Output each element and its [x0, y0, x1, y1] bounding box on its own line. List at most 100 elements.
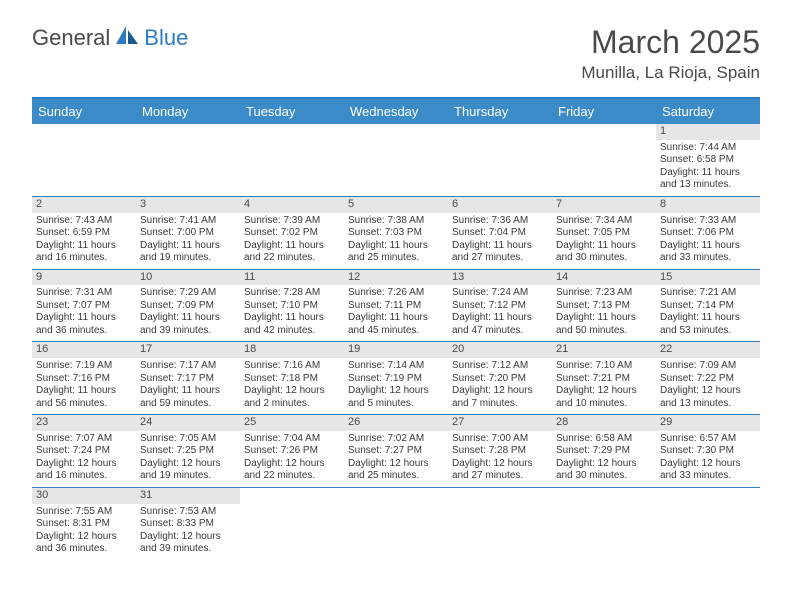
sunrise-text: Sunrise: 7:53 AM: [140, 506, 236, 519]
daylight-text: Daylight: 11 hours and 25 minutes.: [348, 240, 444, 265]
week-row: 23Sunrise: 7:07 AMSunset: 7:24 PMDayligh…: [32, 415, 760, 488]
daylight-text: Daylight: 11 hours and 27 minutes.: [452, 240, 548, 265]
day-header-sun: Sunday: [32, 99, 136, 124]
day-number: 12: [344, 270, 448, 286]
day-number: 28: [552, 415, 656, 431]
day-cell: 14Sunrise: 7:23 AMSunset: 7:13 PMDayligh…: [552, 270, 656, 342]
day-cell: 16Sunrise: 7:19 AMSunset: 7:16 PMDayligh…: [32, 342, 136, 414]
daylight-text: Daylight: 12 hours and 39 minutes.: [140, 531, 236, 556]
day-cell: 31 Sunrise: 7:53 AMSunset: 8:33 PMDayligh…: [136, 488, 240, 560]
sunrise-text: Sunrise: 7:55 AM: [36, 506, 132, 519]
sunset-text: Sunset: 7:29 PM: [556, 445, 652, 458]
day-number: 24: [136, 415, 240, 431]
daylight-text: Daylight: 11 hours and 16 minutes.: [36, 240, 132, 265]
sunset-text: Sunset: 7:03 PM: [348, 227, 444, 240]
day-cell: 13Sunrise: 7:24 AMSunset: 7:12 PMDayligh…: [448, 270, 552, 342]
sunset-text: Sunset: 7:17 PM: [140, 373, 236, 386]
day-cell: 24Sunrise: 7:05 AMSunset: 7:25 PMDayligh…: [136, 415, 240, 487]
sunrise-text: Sunrise: 7:09 AM: [660, 360, 756, 373]
daylight-text: Daylight: 11 hours and 45 minutes.: [348, 312, 444, 337]
sunset-text: Sunset: 7:05 PM: [556, 227, 652, 240]
daylight-text: Daylight: 12 hours and 5 minutes.: [348, 385, 444, 410]
day-cell: 18Sunrise: 7:16 AMSunset: 7:18 PMDayligh…: [240, 342, 344, 414]
day-cell: 12Sunrise: 7:26 AMSunset: 7:11 PMDayligh…: [344, 270, 448, 342]
day-cell-empty: [552, 488, 656, 560]
day-cell: 3Sunrise: 7:41 AMSunset: 7:00 PMDaylight…: [136, 197, 240, 269]
daylight-text: Daylight: 11 hours and 59 minutes.: [140, 385, 236, 410]
day-header-sat: Saturday: [656, 99, 760, 124]
day-cell: 11Sunrise: 7:28 AMSunset: 7:10 PMDayligh…: [240, 270, 344, 342]
day-header-tue: Tuesday: [240, 99, 344, 124]
sunset-text: Sunset: 7:10 PM: [244, 300, 340, 313]
day-number: 17: [136, 342, 240, 358]
sunrise-text: Sunrise: 7:23 AM: [556, 287, 652, 300]
title-block: March 2025 Munilla, La Rioja, Spain: [581, 24, 760, 83]
daylight-text: Daylight: 11 hours and 36 minutes.: [36, 312, 132, 337]
logo-text-general: General: [32, 25, 110, 51]
sunset-text: Sunset: 7:28 PM: [452, 445, 548, 458]
day-cell: 4Sunrise: 7:39 AMSunset: 7:02 PMDaylight…: [240, 197, 344, 269]
day-number: 31: [136, 488, 240, 504]
day-cell: 27Sunrise: 7:00 AMSunset: 7:28 PMDayligh…: [448, 415, 552, 487]
daylight-text: Daylight: 11 hours and 50 minutes.: [556, 312, 652, 337]
day-number: 21: [552, 342, 656, 358]
sunset-text: Sunset: 8:33 PM: [140, 518, 236, 531]
sunset-text: Sunset: 8:31 PM: [36, 518, 132, 531]
sunset-text: Sunset: 6:58 PM: [660, 154, 756, 167]
sunset-text: Sunset: 7:30 PM: [660, 445, 756, 458]
day-number: 29: [656, 415, 760, 431]
sunset-text: Sunset: 7:27 PM: [348, 445, 444, 458]
sunrise-text: Sunrise: 7:07 AM: [36, 433, 132, 446]
sunrise-text: Sunrise: 7:16 AM: [244, 360, 340, 373]
day-number: 5: [344, 197, 448, 213]
day-number: 8: [656, 197, 760, 213]
sunrise-text: Sunrise: 7:36 AM: [452, 215, 548, 228]
daylight-text: Daylight: 12 hours and 7 minutes.: [452, 385, 548, 410]
calendar: Sunday Monday Tuesday Wednesday Thursday…: [32, 97, 760, 560]
sunrise-text: Sunrise: 7:29 AM: [140, 287, 236, 300]
sunrise-text: Sunrise: 7:39 AM: [244, 215, 340, 228]
day-header-fri: Friday: [552, 99, 656, 124]
sunset-text: Sunset: 7:12 PM: [452, 300, 548, 313]
day-number: 14: [552, 270, 656, 286]
daylight-text: Daylight: 12 hours and 25 minutes.: [348, 458, 444, 483]
day-cell: 25Sunrise: 7:04 AMSunset: 7:26 PMDayligh…: [240, 415, 344, 487]
sunrise-text: Sunrise: 7:10 AM: [556, 360, 652, 373]
day-cell: 23Sunrise: 7:07 AMSunset: 7:24 PMDayligh…: [32, 415, 136, 487]
daylight-text: Daylight: 11 hours and 33 minutes.: [660, 240, 756, 265]
week-row: 9Sunrise: 7:31 AMSunset: 7:07 PMDaylight…: [32, 270, 760, 343]
day-cell: 7Sunrise: 7:34 AMSunset: 7:05 PMDaylight…: [552, 197, 656, 269]
sunset-text: Sunset: 7:11 PM: [348, 300, 444, 313]
logo: General Blue: [32, 24, 188, 51]
sunrise-text: Sunrise: 7:04 AM: [244, 433, 340, 446]
sunrise-text: Sunrise: 7:26 AM: [348, 287, 444, 300]
sunset-text: Sunset: 7:02 PM: [244, 227, 340, 240]
daylight-text: Daylight: 12 hours and 16 minutes.: [36, 458, 132, 483]
day-number: 10: [136, 270, 240, 286]
day-number: 16: [32, 342, 136, 358]
month-title: March 2025: [581, 24, 760, 61]
day-cell-empty: [448, 124, 552, 196]
sunset-text: Sunset: 7:18 PM: [244, 373, 340, 386]
logo-text-blue: Blue: [144, 25, 188, 51]
day-cell-empty: [448, 488, 552, 560]
sunset-text: Sunset: 7:07 PM: [36, 300, 132, 313]
sunrise-text: Sunrise: 7:44 AM: [660, 142, 756, 155]
sunset-text: Sunset: 7:06 PM: [660, 227, 756, 240]
sunrise-text: Sunrise: 7:24 AM: [452, 287, 548, 300]
location-text: Munilla, La Rioja, Spain: [581, 63, 760, 83]
sunset-text: Sunset: 7:13 PM: [556, 300, 652, 313]
day-number: 22: [656, 342, 760, 358]
weeks-container: 1 Sunrise: 7:44 AMSunset: 6:58 PM Daylight…: [32, 124, 760, 560]
day-cell-empty: [656, 488, 760, 560]
sunset-text: Sunset: 7:00 PM: [140, 227, 236, 240]
day-number: 6: [448, 197, 552, 213]
sunset-text: Sunset: 7:14 PM: [660, 300, 756, 313]
day-cell: 28Sunrise: 6:58 AMSunset: 7:29 PMDayligh…: [552, 415, 656, 487]
sunset-text: Sunset: 6:59 PM: [36, 227, 132, 240]
daylight-text: Daylight: 11 hours and 22 minutes.: [244, 240, 340, 265]
daylight-text: Daylight: 12 hours and 10 minutes.: [556, 385, 652, 410]
day-cell: 5Sunrise: 7:38 AMSunset: 7:03 PMDaylight…: [344, 197, 448, 269]
day-number: 1: [656, 124, 760, 140]
daylight-text: Daylight: 11 hours and 47 minutes.: [452, 312, 548, 337]
